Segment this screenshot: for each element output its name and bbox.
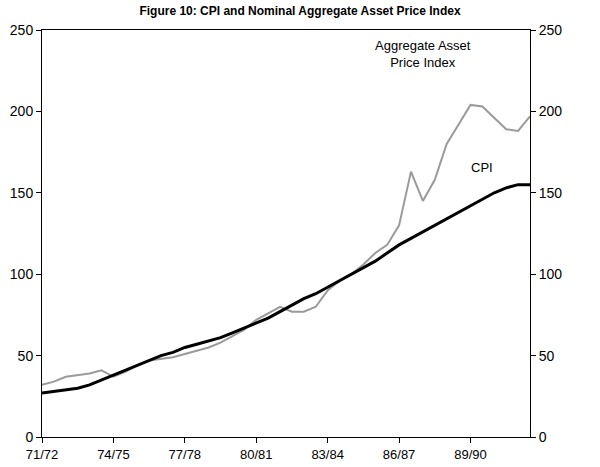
svg-text:Figure 10: CPI and Nominal Agg: Figure 10: CPI and Nominal Aggregate Ass… [139,4,461,18]
svg-text:86/87: 86/87 [383,447,416,462]
svg-text:200: 200 [10,103,34,119]
svg-text:150: 150 [10,185,34,201]
svg-text:250: 250 [10,22,34,38]
svg-text:80/81: 80/81 [240,447,273,462]
svg-text:83/84: 83/84 [311,447,344,462]
svg-text:74/75: 74/75 [97,447,130,462]
svg-text:100: 100 [10,266,34,282]
svg-text:0: 0 [25,429,33,445]
svg-text:77/78: 77/78 [169,447,202,462]
svg-text:50: 50 [18,348,34,364]
svg-text:100: 100 [539,266,563,282]
svg-text:250: 250 [539,22,563,38]
svg-text:71/72: 71/72 [26,447,59,462]
svg-text:CPI: CPI [471,160,493,175]
svg-text:200: 200 [539,103,563,119]
svg-text:89/90: 89/90 [454,447,487,462]
svg-text:150: 150 [539,185,563,201]
svg-text:0: 0 [539,429,547,445]
svg-text:50: 50 [539,348,555,364]
svg-text:Aggregate AssetPrice Index: Aggregate AssetPrice Index [375,38,471,70]
